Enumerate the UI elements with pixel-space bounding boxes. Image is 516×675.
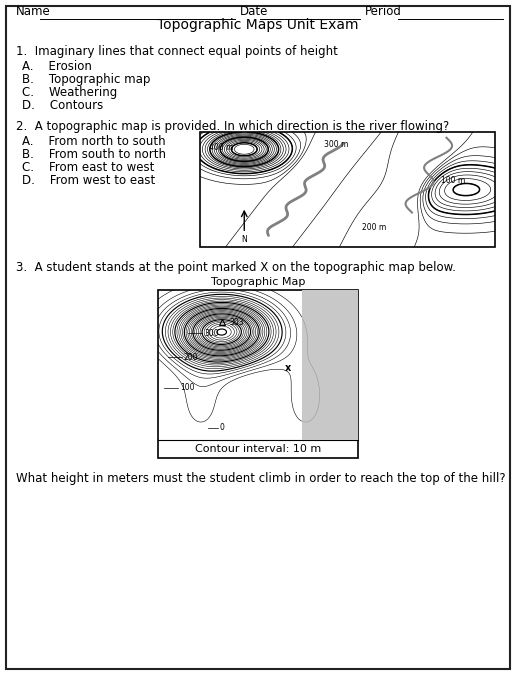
Text: D.    From west to east: D. From west to east xyxy=(22,174,155,187)
Text: 0: 0 xyxy=(220,423,225,433)
Text: 300: 300 xyxy=(204,329,219,338)
Text: 400 m: 400 m xyxy=(209,144,233,153)
Text: Topographic Map: Topographic Map xyxy=(211,277,305,287)
Text: C.    Weathering: C. Weathering xyxy=(22,86,117,99)
Text: Name: Name xyxy=(16,5,51,18)
Text: 1.  Imaginary lines that connect equal points of height: 1. Imaginary lines that connect equal po… xyxy=(16,45,338,58)
Text: Date: Date xyxy=(240,5,268,18)
Text: N: N xyxy=(241,236,247,244)
Text: A.    From north to south: A. From north to south xyxy=(22,135,166,148)
Text: What height in meters must the student climb in order to reach the top of the hi: What height in meters must the student c… xyxy=(16,472,506,485)
Text: Contour interval: 10 m: Contour interval: 10 m xyxy=(195,444,321,454)
Text: C.    From east to west: C. From east to west xyxy=(22,161,154,174)
Text: A.    Erosion: A. Erosion xyxy=(22,60,92,73)
Bar xyxy=(200,132,495,247)
Text: 200 m: 200 m xyxy=(362,223,386,232)
Text: 100: 100 xyxy=(180,383,195,392)
Text: B.    From south to north: B. From south to north xyxy=(22,148,166,161)
Text: 303: 303 xyxy=(229,318,244,327)
Text: 100 m: 100 m xyxy=(441,176,465,185)
Text: Topographic Maps Unit Exam: Topographic Maps Unit Exam xyxy=(157,18,359,32)
Text: 200: 200 xyxy=(184,353,199,362)
Text: 2.  A topographic map is provided. In which direction is the river flowing?: 2. A topographic map is provided. In whi… xyxy=(16,120,449,133)
Text: Period: Period xyxy=(365,5,402,18)
Text: B.    Topographic map: B. Topographic map xyxy=(22,73,150,86)
Text: 3.  A student stands at the point marked X on the topographic map below.: 3. A student stands at the point marked … xyxy=(16,261,456,274)
Text: 300 m: 300 m xyxy=(324,140,348,149)
Bar xyxy=(302,290,358,440)
Bar xyxy=(158,290,358,458)
Text: x: x xyxy=(285,363,291,373)
Text: D.    Contours: D. Contours xyxy=(22,99,103,112)
